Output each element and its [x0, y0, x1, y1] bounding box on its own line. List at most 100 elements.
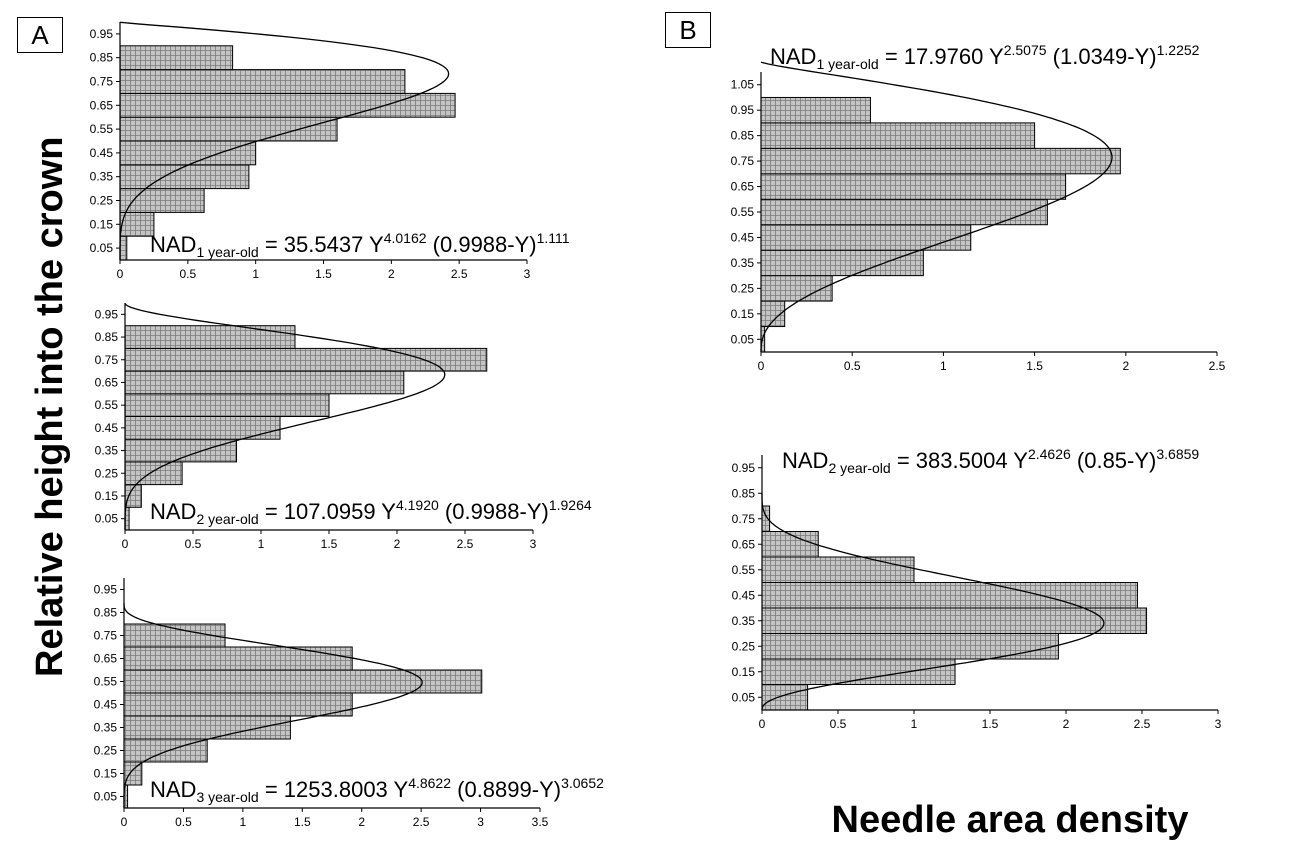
a1-y-tick-label: 0.65	[90, 98, 114, 112]
b1-y-tick-label: 0.85	[731, 129, 755, 143]
a2-bar-0.85	[124, 325, 296, 349]
a3-y-tick-label: 0.85	[94, 606, 118, 620]
b2-y-tick-label: 0.65	[732, 537, 756, 551]
b2-x-tick-label: 0	[759, 717, 766, 731]
equation-b1: NAD1 year-old = 17.9760 Y2.5075 (1.0349-…	[770, 42, 1200, 72]
a2-y-tick-label: 0.05	[95, 512, 119, 526]
b1-bar-0.35	[760, 249, 924, 277]
b2-bar-0.05	[761, 684, 809, 711]
a2-bar-0.25	[124, 461, 183, 486]
b1-y-tick-label: 0.65	[731, 180, 755, 194]
a1-y-tick-label: 0.35	[90, 170, 114, 184]
b1-y-tick-label: 0.05	[731, 332, 755, 346]
b1-bar-0.75	[760, 147, 1121, 175]
b1-bar-0.25	[760, 275, 833, 302]
b2-fitted-curve	[761, 493, 1105, 711]
a2-x-tick-label: 2.5	[457, 537, 474, 551]
b2-y-tick-label: 0.55	[732, 563, 756, 577]
a2-y-tick-label: 0.85	[95, 330, 119, 344]
a3-y-tick-label: 0.35	[94, 721, 118, 735]
a3-y-tick-label: 0.75	[94, 629, 118, 643]
b2-y-tick-label: 0.95	[732, 461, 756, 475]
b1-bar-0.45	[760, 224, 972, 251]
b1-y-tick-label: 1.05	[731, 78, 755, 92]
equation-b2: NAD2 year-old = 383.5004 Y2.4626 (0.85-Y…	[782, 446, 1200, 476]
a2-x-tick-label: 2	[394, 537, 401, 551]
a3-x-tick-label: 1	[240, 815, 247, 829]
b2-bar-0.15	[761, 658, 956, 685]
equation-a1: NAD1 year-old = 35.5437 Y4.0162 (0.9988-…	[150, 230, 570, 260]
a3-y-tick-label: 0.95	[94, 583, 118, 597]
b1-x-tick-label: 0.5	[844, 359, 861, 373]
a3-fitted-curve	[123, 603, 423, 808]
a1-fitted-curve	[119, 21, 450, 260]
b2-x-tick-label: 1.5	[982, 717, 999, 731]
a1-y-tick-label: 0.95	[90, 27, 114, 41]
a1-bar-0.15	[119, 211, 155, 237]
b2-bar-0.55	[761, 556, 915, 583]
a1-x-tick-label: 1	[252, 267, 259, 281]
b2-y-tick-label: 0.25	[732, 639, 756, 653]
a1-y-tick-label: 0.15	[90, 217, 114, 231]
a3-x-tick-label: 3.5	[532, 815, 549, 829]
b1-x-tick-label: 1.5	[1026, 359, 1043, 373]
a2-bar-0.65	[124, 370, 405, 395]
a3-y-tick-label: 0.15	[94, 767, 118, 781]
a2-y-tick-label: 0.45	[95, 421, 119, 435]
a2-y-tick-label: 0.55	[95, 398, 119, 412]
a2-x-tick-label: 0.5	[185, 537, 202, 551]
panel-label-a: A	[17, 17, 63, 53]
a2-x-tick-label: 0	[122, 537, 129, 551]
a2-x-tick-label: 1.5	[321, 537, 338, 551]
a1-x-tick-label: 2	[388, 267, 395, 281]
a1-y-tick-label: 0.45	[90, 146, 114, 160]
b2-y-tick-label: 0.35	[732, 614, 756, 628]
a3-y-tick-label: 0.25	[94, 744, 118, 758]
b2-x-tick-label: 1	[911, 717, 918, 731]
b1-bar-0.85	[760, 122, 1036, 149]
a2-y-tick-label: 0.75	[95, 353, 119, 367]
a1-x-tick-label: 3	[524, 267, 531, 281]
a2-y-tick-label: 0.65	[95, 375, 119, 389]
a2-y-tick-label: 0.15	[95, 489, 119, 503]
b1-y-tick-label: 0.95	[731, 103, 755, 117]
a2-fitted-curve	[124, 302, 446, 530]
equation-a2: NAD2 year-old = 107.0959 Y4.1920 (0.9988…	[150, 497, 592, 527]
panel-label-b: B	[665, 12, 711, 48]
a1-y-tick-label: 0.75	[90, 75, 114, 89]
b1-fitted-curve	[760, 61, 1113, 352]
a1-bar-0.55	[119, 116, 338, 142]
a3-x-tick-label: 1.5	[294, 815, 311, 829]
a1-bar-0.45	[119, 140, 257, 166]
a1-x-tick-label: 0.5	[179, 267, 196, 281]
a3-x-tick-label: 2.5	[413, 815, 430, 829]
a1-y-tick-label: 0.25	[90, 194, 114, 208]
a2-bar-0.55	[124, 393, 330, 417]
a2-y-tick-label: 0.25	[95, 466, 119, 480]
a3-bar-0.45	[123, 692, 353, 717]
a1-x-tick-label: 1.5	[315, 267, 332, 281]
equation-a3: NAD3 year-old = 1253.8003 Y4.8622 (0.889…	[150, 775, 604, 805]
a1-x-tick-label: 2.5	[451, 267, 468, 281]
b1-y-tick-label: 0.45	[731, 230, 755, 244]
a1-y-tick-label: 0.55	[90, 122, 114, 136]
b2-bar-0.35	[761, 607, 1148, 634]
b1-y-tick-label: 0.75	[731, 154, 755, 168]
b1-y-tick-label: 0.55	[731, 205, 755, 219]
a3-x-tick-label: 3	[477, 815, 484, 829]
a1-bar-0.05	[119, 235, 128, 261]
a1-bar-0.65	[119, 92, 456, 118]
a1-bar-0.75	[119, 69, 406, 94]
b1-x-tick-label: 0	[758, 359, 765, 373]
a3-y-tick-label: 0.55	[94, 675, 118, 689]
b1-y-tick-label: 0.25	[731, 281, 755, 295]
a3-y-tick-label: 0.65	[94, 652, 118, 666]
b2-bar-0.45	[761, 582, 1138, 609]
b1-x-tick-label: 2	[1122, 359, 1129, 373]
b1-y-tick-label: 0.15	[731, 307, 755, 321]
a3-bar-0.55	[123, 669, 483, 694]
b2-x-tick-label: 3	[1215, 717, 1222, 731]
a3-y-tick-label: 0.05	[94, 790, 118, 804]
